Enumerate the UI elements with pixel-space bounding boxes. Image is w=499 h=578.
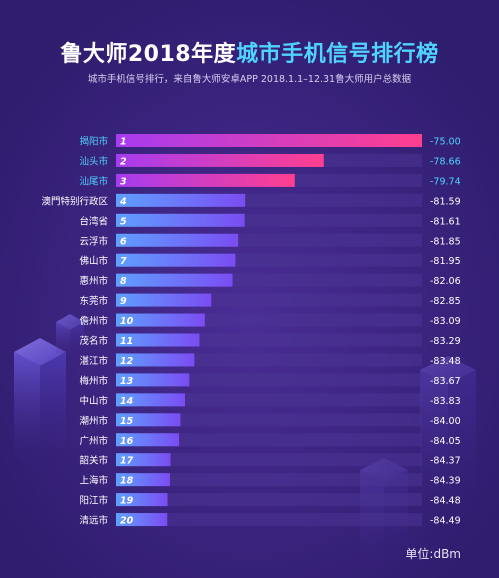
rank-label: 6 xyxy=(120,236,127,247)
bar xyxy=(116,513,168,527)
category-label: 云浮市 xyxy=(79,235,108,247)
bar-track xyxy=(116,373,422,387)
bar-track xyxy=(116,513,422,527)
rank-label: 18 xyxy=(120,476,134,487)
rank-label: 10 xyxy=(120,316,134,327)
bar xyxy=(116,153,324,167)
rank-label: 5 xyxy=(120,216,127,227)
bar xyxy=(116,413,181,427)
value-label: -83.48 xyxy=(430,356,461,367)
rank-label: 15 xyxy=(120,416,134,427)
title-part-1: 鲁大师2018年度 xyxy=(60,42,237,67)
bar-track xyxy=(116,413,422,427)
category-label: 梅州市 xyxy=(79,375,108,387)
rank-label: 16 xyxy=(120,436,134,447)
rank-label: 9 xyxy=(120,296,127,307)
value-label: -84.48 xyxy=(430,496,461,507)
category-label: 台湾省 xyxy=(79,215,108,227)
rank-label: 12 xyxy=(120,356,134,367)
category-label: 茂名市 xyxy=(79,335,108,347)
bar-track xyxy=(116,433,422,447)
bar xyxy=(116,134,422,147)
rank-label: 17 xyxy=(120,456,134,467)
bar xyxy=(116,173,295,187)
bar xyxy=(116,493,168,507)
bar-track xyxy=(116,453,422,467)
value-label: -84.39 xyxy=(430,476,461,487)
value-label: -81.61 xyxy=(430,216,461,227)
rank-label: 7 xyxy=(120,256,127,267)
unit-label: 单位:dBm xyxy=(405,547,461,561)
value-label: -75.00 xyxy=(430,137,461,148)
decorative-cube-small xyxy=(56,314,84,360)
rank-label: 4 xyxy=(119,196,127,207)
category-label: 清远市 xyxy=(79,515,108,527)
category-label: 汕头市 xyxy=(79,155,108,167)
rank-label: 8 xyxy=(120,276,127,287)
value-label: -81.59 xyxy=(430,196,461,207)
bar xyxy=(116,233,239,247)
value-label: -81.95 xyxy=(430,256,461,267)
value-label: -83.67 xyxy=(430,376,461,387)
bar xyxy=(116,453,171,467)
bar xyxy=(116,393,185,407)
category-label: 中山市 xyxy=(79,395,108,407)
category-label: 汕尾市 xyxy=(79,175,108,187)
rank-label: 11 xyxy=(120,336,133,347)
category-label: 韶关市 xyxy=(79,455,108,467)
value-label: -83.29 xyxy=(430,336,461,347)
rank-label: 1 xyxy=(120,137,127,148)
value-label: -81.85 xyxy=(430,236,461,247)
page-title: 鲁大师2018年度城市手机信号排行榜 xyxy=(0,36,499,68)
bar xyxy=(116,293,212,307)
value-label: -84.00 xyxy=(430,416,461,427)
value-label: -84.37 xyxy=(430,456,461,467)
value-label: -83.83 xyxy=(430,396,461,407)
value-label: -83.09 xyxy=(430,316,461,327)
bar xyxy=(116,333,200,347)
decorative-cube-left xyxy=(14,338,66,470)
page-subtitle: 城市手机信号排行，来自鲁大师安卓APP 2018.1.1–12.31鲁大师用户总… xyxy=(87,74,412,85)
bar xyxy=(116,473,170,487)
category-label: 澳門特别行政区 xyxy=(41,195,108,207)
rank-label: 2 xyxy=(120,156,127,167)
category-label: 揭阳市 xyxy=(79,136,108,148)
category-label: 湛江市 xyxy=(79,355,108,367)
value-label: -84.49 xyxy=(430,516,461,527)
value-label: -84.05 xyxy=(430,436,461,447)
category-label: 惠州市 xyxy=(79,275,108,287)
bar xyxy=(116,213,245,227)
rank-label: 20 xyxy=(120,516,134,527)
bar xyxy=(116,353,195,367)
value-label: -82.85 xyxy=(430,296,461,307)
category-label: 上海市 xyxy=(79,475,108,487)
bar-track xyxy=(116,473,422,487)
category-label: 儋州市 xyxy=(79,315,108,327)
bar-track xyxy=(116,493,422,507)
category-label: 潮州市 xyxy=(79,415,108,427)
rank-label: 3 xyxy=(120,176,127,187)
category-label: 佛山市 xyxy=(79,255,108,267)
decorative-cube-right xyxy=(420,356,476,520)
rank-label: 13 xyxy=(120,376,134,387)
title-part-2: 城市手机信号排行榜 xyxy=(236,42,439,67)
bar xyxy=(116,373,190,387)
category-label: 广州市 xyxy=(79,435,108,447)
bar xyxy=(116,433,180,447)
bar xyxy=(116,253,236,267)
rank-label: 14 xyxy=(120,396,134,407)
rank-label: 19 xyxy=(120,496,134,507)
value-label: -78.66 xyxy=(430,156,461,167)
value-label: -79.74 xyxy=(430,176,461,187)
category-label: 东莞市 xyxy=(79,295,108,307)
value-label: -82.06 xyxy=(430,276,461,287)
bar-track xyxy=(116,393,422,407)
bar xyxy=(116,313,205,327)
category-label: 阳江市 xyxy=(79,495,108,507)
bar xyxy=(116,273,233,287)
bar xyxy=(116,193,246,207)
